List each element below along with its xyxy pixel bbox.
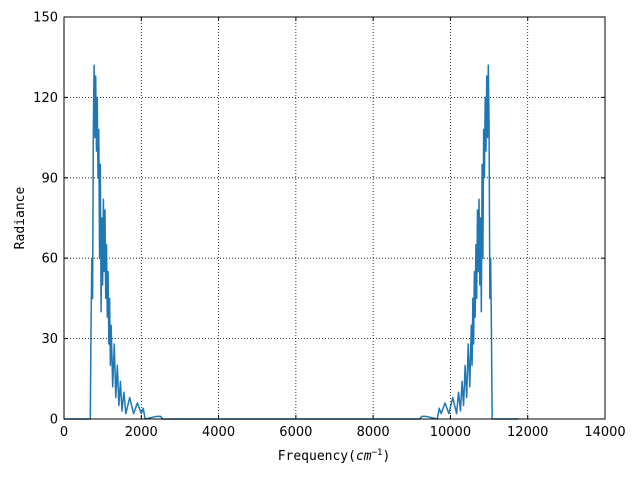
x-label-math: cm xyxy=(356,449,372,464)
y-tick-label: 90 xyxy=(41,171,58,186)
x-tick-label: 12000 xyxy=(507,425,548,440)
x-axis-label: Frequency(cm−1) xyxy=(278,448,391,464)
y-tick-label: 30 xyxy=(41,332,58,347)
x-tick-label: 2000 xyxy=(125,425,158,440)
y-axis-label: Radiance xyxy=(13,187,28,250)
x-label-close: ) xyxy=(382,449,390,464)
x-label-sup: −1 xyxy=(372,448,383,458)
x-label-text: Frequency( xyxy=(278,449,356,464)
x-tick-label: 8000 xyxy=(357,425,390,440)
plot-frame xyxy=(63,16,606,420)
x-tick-label: 6000 xyxy=(279,425,312,440)
y-tick-label: 0 xyxy=(50,413,58,428)
x-tick-label: 4000 xyxy=(202,425,235,440)
y-tick-label: 60 xyxy=(41,252,58,267)
y-tick-label: 120 xyxy=(33,91,58,106)
x-tick-label: 0 xyxy=(60,425,68,440)
x-tick-label: 10000 xyxy=(430,425,471,440)
x-tick-label: 14000 xyxy=(584,425,625,440)
y-tick-label: 150 xyxy=(33,11,58,26)
